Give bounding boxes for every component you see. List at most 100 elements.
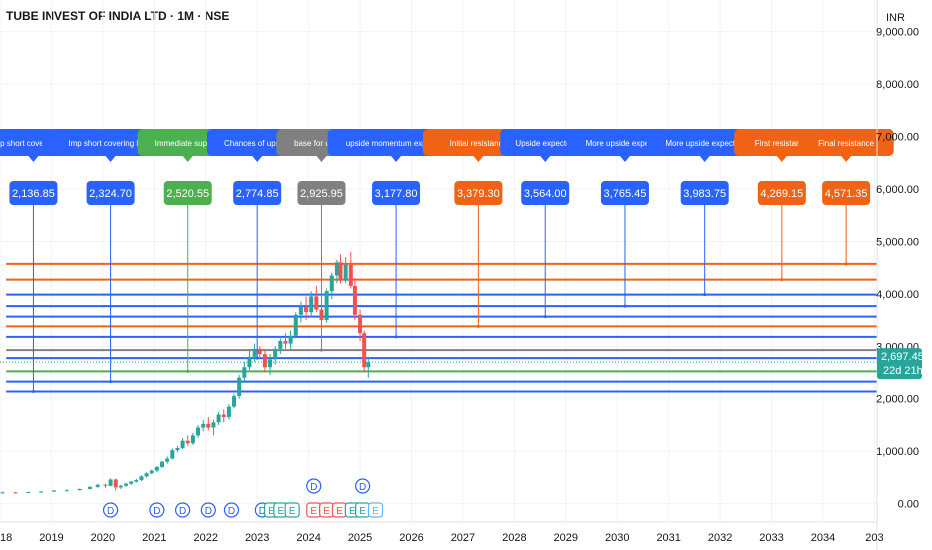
candle-body [196, 427, 201, 436]
candle-body [124, 483, 129, 486]
level-callout: Imp short covering level 2,324.70 [42, 129, 179, 384]
callout-anchor [476, 324, 480, 328]
callout-label-pointer [473, 156, 484, 162]
candle-body [201, 423, 206, 428]
candle-body [232, 396, 237, 407]
candle-body [190, 435, 195, 444]
candle [278, 338, 283, 355]
candle-body [262, 354, 267, 368]
callout-label: More upside expected [665, 139, 744, 148]
callout-anchor [109, 380, 113, 384]
callout-value-box [163, 181, 212, 205]
x-tick-label: 2024 [296, 532, 320, 544]
callout-value: 3,983.75 [683, 188, 726, 200]
y-tick-label: 2,000.00 [876, 394, 919, 406]
marker-letter: D [228, 506, 235, 517]
x-tick-label: 2034 [811, 532, 835, 544]
marker-shape [102, 502, 119, 518]
earnings-marker: E [306, 502, 322, 518]
callout-label: First resistance [755, 139, 810, 148]
marker-letter: D [107, 506, 114, 517]
candle [334, 259, 339, 284]
candle [118, 484, 123, 489]
candle [329, 272, 334, 300]
callout-value: 4,571.35 [825, 188, 868, 200]
candle-body [273, 348, 278, 360]
candle-body [113, 479, 118, 488]
candle [201, 419, 206, 432]
countdown: 22d 21h [883, 365, 923, 377]
candle-body [52, 490, 57, 492]
x-tick-label: 2026 [399, 532, 423, 544]
candle-body [0, 492, 5, 494]
candle-body [95, 484, 100, 487]
candle [247, 348, 252, 370]
candles [0, 251, 371, 494]
callout-label-pointer [699, 156, 710, 162]
marker-letter: E [278, 506, 285, 517]
candle-body [149, 470, 154, 474]
candle [206, 417, 211, 431]
candle-body [226, 406, 231, 418]
callout-value-box [297, 181, 346, 205]
candle-body [108, 479, 113, 486]
candle [175, 445, 180, 453]
candle-body [118, 485, 123, 488]
callout-label-box [646, 129, 763, 156]
dividend-marker: D [102, 502, 119, 518]
callout-anchor [319, 348, 323, 352]
callout-label: More upside expected [586, 139, 665, 148]
callout-label-pointer [252, 156, 263, 162]
candle [324, 288, 329, 323]
candle [314, 285, 319, 313]
callout-label-pointer [182, 156, 193, 162]
candle [226, 403, 231, 420]
callout-label: Final resistance [818, 139, 875, 148]
callout-label-pointer [105, 156, 116, 162]
candle-body [283, 341, 288, 344]
callout-value-box [454, 181, 503, 205]
dividend-marker: D [355, 478, 371, 494]
marker-letter: E [323, 506, 330, 517]
candle-body [298, 306, 303, 315]
candle [165, 456, 170, 464]
candle-body [334, 262, 339, 276]
candle [64, 489, 69, 492]
x-tick-label: 2019 [39, 532, 63, 544]
marker-letter: E [289, 506, 296, 517]
callout-value-box [521, 181, 570, 205]
candle-body [154, 466, 159, 471]
candle-body [221, 414, 226, 418]
marker-shape [200, 502, 216, 518]
marker-letter: D [259, 506, 266, 517]
candle-body [268, 359, 273, 368]
level-callout: Imp short covering level 2,136.85 [0, 129, 102, 394]
candle-body [88, 486, 93, 489]
x-tick-label: 2018 [0, 532, 12, 544]
callout-label: Initial resistance [450, 139, 508, 148]
candle [103, 483, 108, 488]
candle [343, 257, 348, 284]
candle-body [242, 367, 247, 378]
callout-value: 2,925.95 [300, 188, 343, 200]
candle-body [160, 461, 165, 467]
marker-shape [149, 502, 165, 518]
callout-anchor [186, 369, 190, 373]
callout-label: Chances of upside [224, 139, 291, 148]
candle [134, 478, 139, 483]
candle [180, 438, 185, 450]
candle [13, 491, 18, 494]
callout-label-pointer [540, 156, 551, 162]
marker-letter: E [359, 506, 366, 517]
callout-value-box [86, 181, 135, 205]
x-tick-label: 2023 [245, 532, 269, 544]
candle [211, 419, 216, 436]
callout-label: Upside expected [515, 139, 575, 148]
candle [293, 312, 298, 339]
candle [221, 409, 226, 423]
candle-body [329, 275, 334, 292]
candle-body [64, 490, 69, 492]
earnings-marker: E [319, 502, 335, 518]
